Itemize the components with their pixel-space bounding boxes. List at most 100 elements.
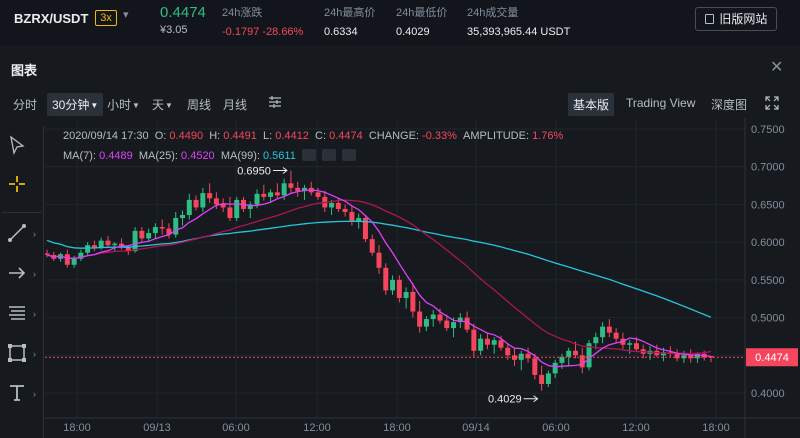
pair-symbol[interactable]: BZRX/USDT [14, 11, 89, 26]
stat-24h-change: 24h涨跌 -0.1797 -28.66% [222, 4, 303, 38]
interval-tab-month[interactable]: 月线 [223, 98, 248, 112]
expand-icon[interactable]: › [33, 349, 36, 359]
text-icon[interactable] [6, 382, 28, 404]
old-site-label: 旧版网站 [719, 12, 768, 26]
candle-body [356, 218, 362, 222]
candle-body [112, 243, 118, 246]
last-price-tag-label: 0.4474 [755, 352, 789, 364]
stat-label: 24h涨跌 [222, 7, 263, 19]
chart-canvas[interactable]: 0.7500 0.7000 0.6500 0.6000 0.5500 0.5000 0.45… [45, 118, 800, 438]
candle-body [451, 322, 457, 329]
view-tab-basic[interactable]: 基本版 [568, 93, 615, 116]
close-icon[interactable]: ✕ [770, 59, 784, 76]
interval-tab-week[interactable]: 周线 [187, 98, 212, 112]
candle-body [335, 202, 341, 209]
candle-body [545, 373, 551, 384]
legend-close: 0.4474 [329, 130, 363, 142]
drawing-toolbar: › › › › › [0, 126, 44, 438]
candle-body [633, 343, 639, 350]
fullscreen-icon[interactable] [765, 96, 779, 113]
candle-body [430, 314, 436, 320]
view-tab-tradingview[interactable]: Trading View [626, 96, 696, 110]
candle-body [166, 228, 172, 235]
expand-icon[interactable]: › [33, 389, 36, 399]
caret-down-icon[interactable]: ▾ [123, 9, 129, 21]
legend-open: 0.4490 [169, 130, 204, 142]
candlestick-chart[interactable]: 0.7500 0.7000 0.6500 0.6000 0.5500 0.5000 0.45… [45, 118, 800, 438]
candle-body [132, 230, 138, 252]
x-tick-label: 06:00 [542, 422, 570, 434]
fib-icon[interactable] [6, 302, 28, 324]
candle-body [559, 356, 565, 363]
candle-body [146, 233, 152, 239]
last-price-tag [746, 348, 798, 367]
candle-body [105, 240, 111, 246]
old-site-button[interactable]: 旧版网站 [695, 7, 777, 31]
high-annotation-arrow [272, 167, 288, 174]
expand-icon[interactable]: › [33, 269, 36, 279]
caret-down-icon: ▼ [132, 101, 140, 110]
ma99-value: 0.5611 [263, 150, 296, 162]
stat-24h-high: 24h最高价 0.6334 [324, 4, 375, 38]
candle-body [268, 192, 274, 197]
stat-24h-low: 24h最低价 0.4029 [396, 4, 447, 38]
caret-down-icon: ▼ [165, 101, 173, 110]
candle-body [173, 218, 179, 235]
close-icon[interactable] [342, 149, 357, 161]
candle-body [566, 350, 572, 357]
tool-separator [2, 212, 42, 213]
leverage-badge: 3x [95, 10, 117, 26]
candle-body [539, 374, 545, 384]
y-tick-label: 0.6000 [751, 237, 785, 249]
candle-body [390, 279, 396, 291]
candle-body [444, 320, 450, 329]
interval-tab-time[interactable]: 分时 [13, 98, 38, 112]
chart-panel-titlebar: 图表 ✕ [0, 52, 800, 82]
expand-icon[interactable]: › [33, 309, 36, 319]
view-tab-depth[interactable]: 深度图 [711, 98, 748, 112]
expand-icon[interactable]: › [33, 229, 36, 239]
low-annotation-arrow [523, 395, 539, 403]
candle-body [661, 352, 667, 356]
candle-body [91, 245, 97, 249]
x-tick-label: 12:00 [303, 422, 331, 434]
interval-tab-hour[interactable]: 小时▼ [107, 96, 140, 113]
trendline-icon[interactable] [6, 222, 28, 244]
y-tick-label: 0.7500 [751, 124, 785, 136]
settings-icon[interactable] [321, 149, 336, 161]
candle-body [362, 218, 368, 240]
arrow-icon[interactable] [6, 262, 28, 284]
candle-body [674, 353, 680, 359]
cursor-icon[interactable] [6, 134, 28, 156]
interval-tab-30m[interactable]: 30分钟▼ [47, 93, 104, 116]
ma99-line [46, 220, 712, 318]
candle-body [180, 214, 186, 219]
x-tick-label: 18:00 [702, 422, 730, 434]
indicators-icon[interactable] [268, 95, 282, 112]
candle-body [552, 362, 558, 374]
candle-body [471, 329, 477, 351]
candle-body [383, 267, 389, 291]
crosshair-icon[interactable] [6, 173, 28, 195]
chart-toolbar: 分时 30分钟▼ 小时▼ 天▼ 周线 月线 基本版 Trading View 深… [0, 92, 800, 118]
legend-change: -0.33% [422, 130, 457, 142]
candle-body [417, 311, 423, 327]
shape-icon[interactable] [6, 342, 28, 364]
candle-body [295, 187, 301, 191]
candle-body [193, 199, 199, 208]
candle-body [281, 183, 287, 196]
candle-body [396, 279, 402, 298]
interval-tab-day[interactable]: 天▼ [152, 96, 173, 113]
candle-body [125, 246, 131, 252]
eye-icon[interactable] [301, 149, 316, 161]
candle-body [694, 353, 700, 359]
candle-body [45, 253, 50, 255]
candle-body [85, 245, 91, 253]
x-tick-label: 06:00 [222, 422, 250, 434]
ma-legend: MA(7): 0.4489 MA(25): 0.4520 MA(99): 0.5… [63, 149, 357, 162]
candle-body [342, 208, 348, 212]
candle-body [484, 338, 490, 345]
ma7-value: 0.4489 [99, 150, 133, 162]
legend-low: 0.4412 [275, 130, 309, 142]
ma25-line [46, 199, 712, 355]
